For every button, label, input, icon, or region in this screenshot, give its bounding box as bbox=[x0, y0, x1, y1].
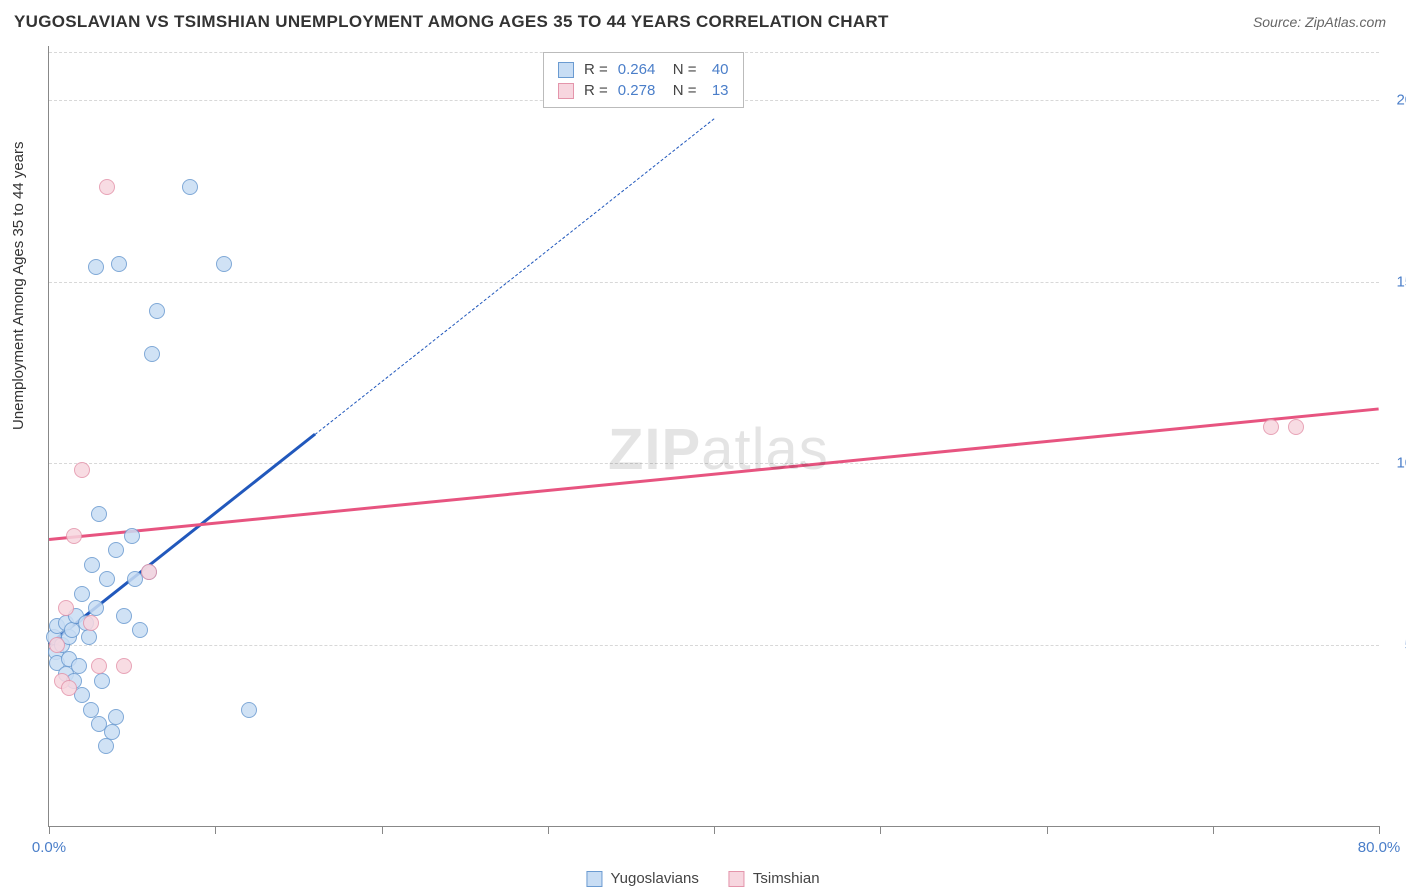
stat-n-label: N = bbox=[673, 61, 697, 78]
data-point bbox=[108, 542, 124, 558]
legend-swatch bbox=[558, 83, 574, 99]
stat-r-value: 0.278 bbox=[618, 82, 663, 99]
legend-item: Tsimshian bbox=[729, 870, 820, 887]
data-point bbox=[98, 738, 114, 754]
x-tick bbox=[382, 826, 383, 834]
legend-swatch bbox=[586, 871, 602, 887]
data-point bbox=[88, 259, 104, 275]
data-point bbox=[144, 346, 160, 362]
data-point bbox=[83, 615, 99, 631]
chart-plot-area: 5.0%10.0%15.0%20.0%0.0%80.0% R = 0.264 N =… bbox=[48, 46, 1378, 826]
x-tick-label: 80.0% bbox=[1358, 839, 1401, 856]
legend-stats-row: R = 0.278 N = 13 bbox=[558, 80, 729, 101]
stat-n-value: 13 bbox=[707, 82, 729, 99]
y-tick-label: 15.0% bbox=[1384, 273, 1406, 290]
data-point bbox=[1288, 419, 1304, 435]
gridline bbox=[49, 282, 1379, 283]
data-point bbox=[83, 702, 99, 718]
stat-n-value: 40 bbox=[707, 61, 729, 78]
legend-item: Yugoslavians bbox=[586, 870, 698, 887]
data-point bbox=[99, 179, 115, 195]
data-point bbox=[241, 702, 257, 718]
stat-r-value: 0.264 bbox=[618, 61, 663, 78]
y-tick-label: 5.0% bbox=[1384, 636, 1406, 653]
data-point bbox=[61, 680, 77, 696]
legend-stats-row: R = 0.264 N = 40 bbox=[558, 59, 729, 80]
data-point bbox=[104, 724, 120, 740]
series-legend: Yugoslavians Tsimshian bbox=[586, 870, 819, 887]
x-tick bbox=[1047, 826, 1048, 834]
correlation-legend: R = 0.264 N = 40 R = 0.278 N = 13 bbox=[543, 52, 744, 108]
data-point bbox=[99, 571, 115, 587]
x-tick bbox=[215, 826, 216, 834]
stat-n-label: N = bbox=[673, 82, 697, 99]
data-point bbox=[74, 586, 90, 602]
x-tick bbox=[1213, 826, 1214, 834]
trend-line bbox=[315, 119, 715, 435]
data-point bbox=[91, 658, 107, 674]
data-point bbox=[132, 622, 148, 638]
x-tick bbox=[548, 826, 549, 834]
y-axis-label: Unemployment Among Ages 35 to 44 years bbox=[10, 141, 27, 430]
data-point bbox=[91, 506, 107, 522]
data-point bbox=[216, 256, 232, 272]
legend-swatch bbox=[729, 871, 745, 887]
data-point bbox=[124, 528, 140, 544]
x-tick bbox=[880, 826, 881, 834]
data-point bbox=[84, 557, 100, 573]
data-point bbox=[1263, 419, 1279, 435]
y-tick-label: 10.0% bbox=[1384, 455, 1406, 472]
data-point bbox=[116, 608, 132, 624]
data-point bbox=[49, 637, 65, 653]
legend-label: Tsimshian bbox=[753, 870, 820, 887]
data-point bbox=[141, 564, 157, 580]
stat-r-label: R = bbox=[584, 82, 608, 99]
x-tick bbox=[49, 826, 50, 834]
data-point bbox=[149, 303, 165, 319]
stat-r-label: R = bbox=[584, 61, 608, 78]
plot-box: 5.0%10.0%15.0%20.0%0.0%80.0% bbox=[48, 46, 1379, 827]
data-point bbox=[116, 658, 132, 674]
data-point bbox=[182, 179, 198, 195]
legend-swatch bbox=[558, 62, 574, 78]
data-point bbox=[81, 629, 97, 645]
data-point bbox=[74, 462, 90, 478]
gridline bbox=[49, 645, 1379, 646]
data-point bbox=[111, 256, 127, 272]
x-tick bbox=[714, 826, 715, 834]
gridline bbox=[49, 463, 1379, 464]
source-label: Source: ZipAtlas.com bbox=[1253, 14, 1386, 30]
data-point bbox=[71, 658, 87, 674]
data-point bbox=[108, 709, 124, 725]
trend-line bbox=[49, 408, 1379, 541]
x-tick bbox=[1379, 826, 1380, 834]
data-point bbox=[66, 528, 82, 544]
y-tick-label: 20.0% bbox=[1384, 92, 1406, 109]
x-tick-label: 0.0% bbox=[32, 839, 66, 856]
data-point bbox=[58, 600, 74, 616]
legend-label: Yugoslavians bbox=[610, 870, 698, 887]
data-point bbox=[94, 673, 110, 689]
chart-title: YUGOSLAVIAN VS TSIMSHIAN UNEMPLOYMENT AM… bbox=[14, 12, 889, 32]
